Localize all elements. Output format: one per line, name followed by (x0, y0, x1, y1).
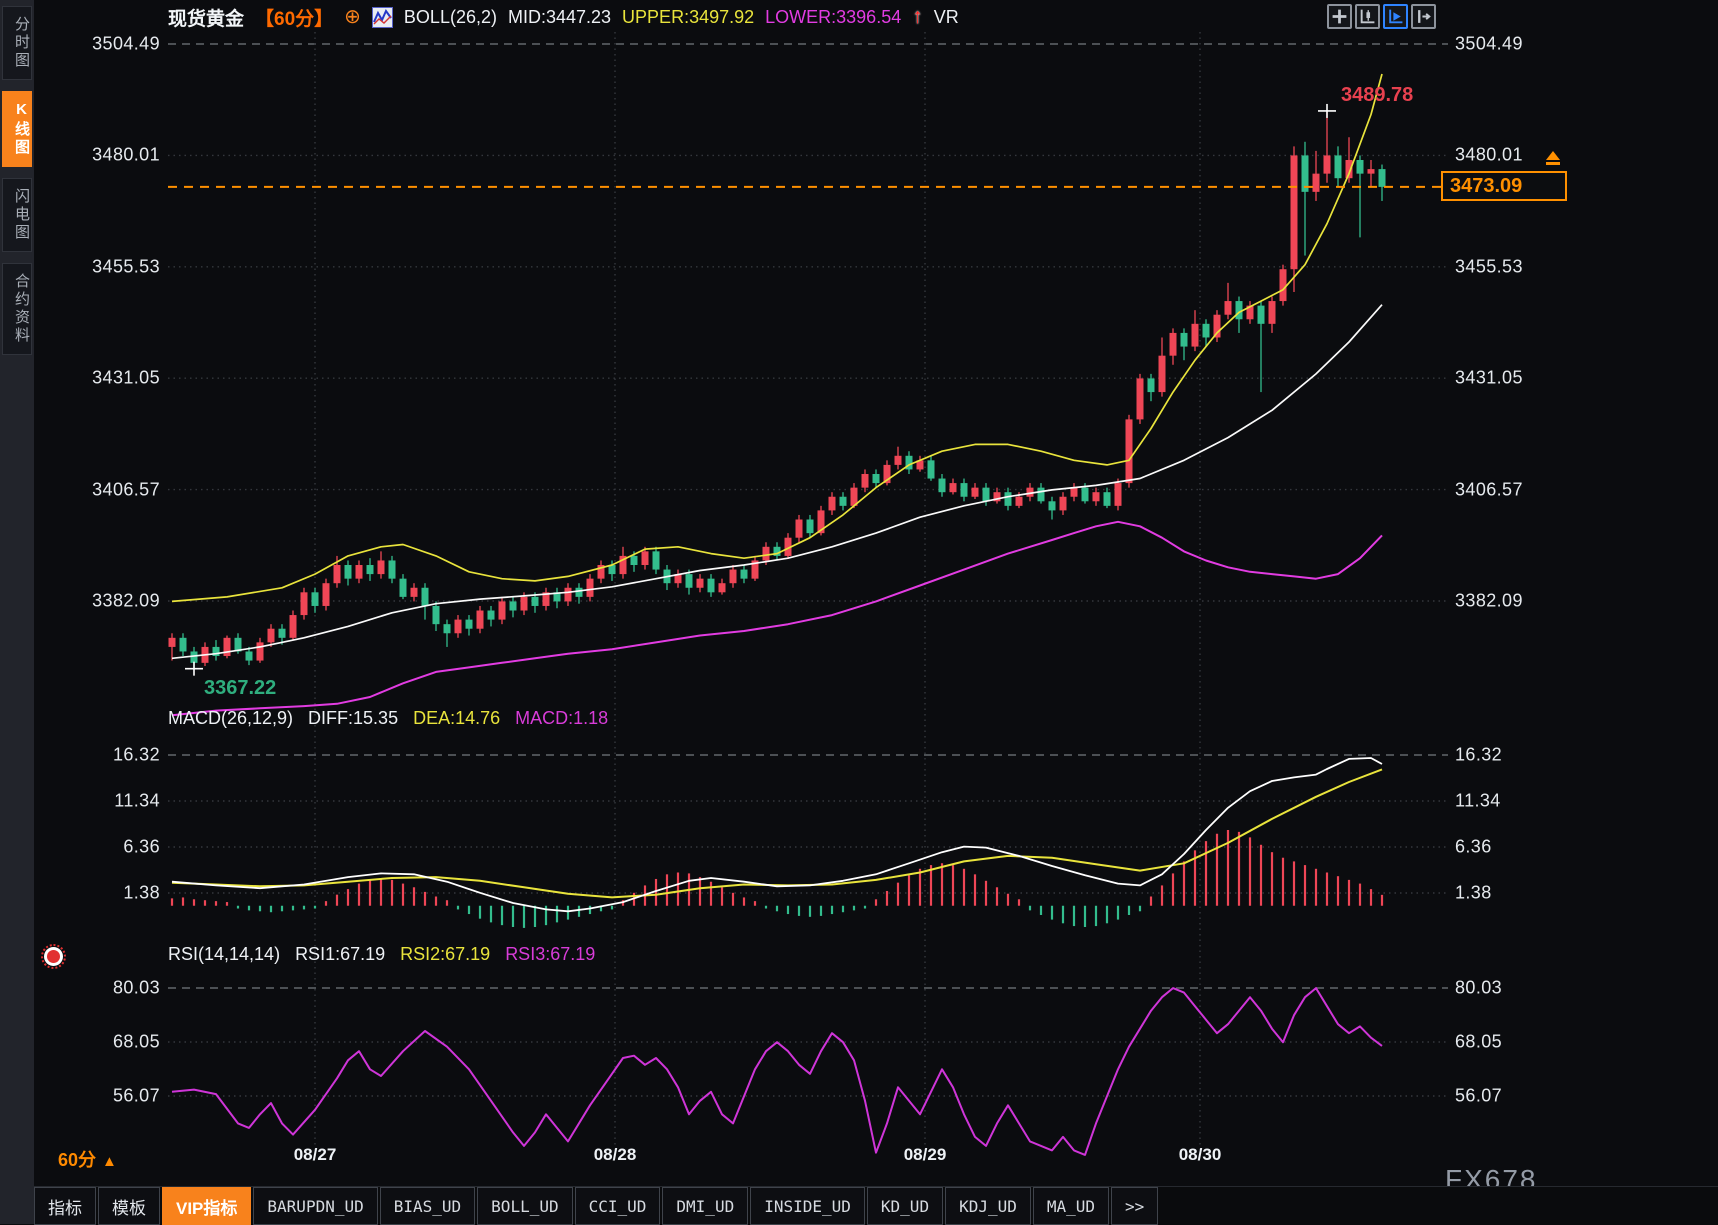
indicator-tab[interactable]: CCI_UD (574, 1187, 661, 1225)
period-label[interactable]: 【60分】 (255, 8, 334, 30)
timeframe-dropdown-icon: ▲ (102, 1153, 117, 1170)
sidebar-item[interactable]: 合约资料 (2, 263, 32, 355)
chart-type-sidebar: 分时图 K线图闪电图合约资料 (0, 0, 34, 1224)
candlestick-layer (168, 110, 1386, 669)
indicator-tab[interactable]: DMI_UD (662, 1187, 749, 1225)
indicator-tab[interactable]: MA_UD (1032, 1187, 1110, 1225)
axis-play-button[interactable] (1383, 4, 1408, 29)
timeframe-selector[interactable]: 60分 ▲ (58, 1146, 117, 1172)
timeframe-label: 60分 (58, 1150, 97, 1170)
indicator-tab[interactable]: BARUPDN_UD (253, 1187, 378, 1225)
indicator-tab[interactable]: KD_UD (866, 1187, 944, 1225)
pan-tool-button[interactable] (1327, 4, 1352, 29)
symbol-name: 现货黄金 (168, 8, 245, 30)
indicator-tab[interactable]: KDJ_UD (945, 1187, 1031, 1225)
rsi-layer (171, 987, 1383, 1156)
extreme-marker (185, 661, 203, 676)
indicator-tab[interactable]: 模板 (98, 1187, 160, 1225)
sidebar-item[interactable]: 分时图 (2, 6, 32, 80)
macd-layer (170, 757, 1384, 928)
boll-lower-value: LOWER:3396.54 (765, 6, 902, 27)
bar-arrow-icon (1418, 10, 1431, 23)
jump-triangle-icon (1546, 151, 1560, 160)
indicator-tab[interactable]: BIAS_UD (379, 1187, 476, 1225)
sidebar-item[interactable]: 闪电图 (2, 178, 32, 252)
indicator-chart-icon[interactable] (371, 6, 393, 28)
boll-bands-layer (171, 73, 1383, 717)
bar-advance-button[interactable] (1411, 4, 1436, 29)
chart-header: 现货黄金 【60分】 ⊕ BOLL(26,2) MID:3447.23 UPPE… (168, 3, 959, 31)
last-price-tag: 3473.09 (1441, 171, 1567, 201)
vr-indicator-label: VR (933, 6, 959, 27)
price-up-arrow-icon: ↑ (912, 5, 923, 28)
sidebar-item[interactable]: K线图 (2, 91, 32, 167)
indicator-tab[interactable]: BOLL_UD (477, 1187, 573, 1225)
axis-scale-button[interactable] (1355, 4, 1380, 29)
axis-play-icon (1389, 9, 1403, 24)
extreme-marker (1318, 103, 1336, 118)
indicator-tab[interactable]: >> (1111, 1187, 1159, 1225)
hot-indicator-icon[interactable] (41, 944, 66, 969)
date-axis-label: 08/30 (1178, 1145, 1222, 1164)
boll-indicator-label: BOLL(26,2) (403, 6, 497, 27)
axis-candle-icon (1360, 9, 1375, 24)
target-icon[interactable]: ⊕ (344, 6, 361, 28)
indicator-tab[interactable]: INSIDE_UD (750, 1187, 865, 1225)
jump-to-latest-button[interactable] (1544, 151, 1562, 167)
boll-mid-value: MID:3447.23 (507, 6, 612, 27)
indicator-tab-bar: 指标 模板 VIP指标 BARUPDN_UD BIAS_UD BOLL_UD CCI_UD D… (34, 1186, 1718, 1225)
boll-upper-value: UPPER:3497.92 (622, 6, 755, 27)
indicator-tab[interactable]: 指标 (34, 1187, 96, 1225)
pan-cross-icon (1332, 9, 1347, 24)
chart-toolbar (1327, 4, 1436, 29)
date-axis-label: 08/29 (903, 1145, 947, 1164)
date-axis-label: 08/27 (293, 1145, 337, 1164)
indicator-tab[interactable]: VIP指标 (162, 1187, 252, 1225)
date-axis-label: 08/28 (593, 1145, 637, 1164)
